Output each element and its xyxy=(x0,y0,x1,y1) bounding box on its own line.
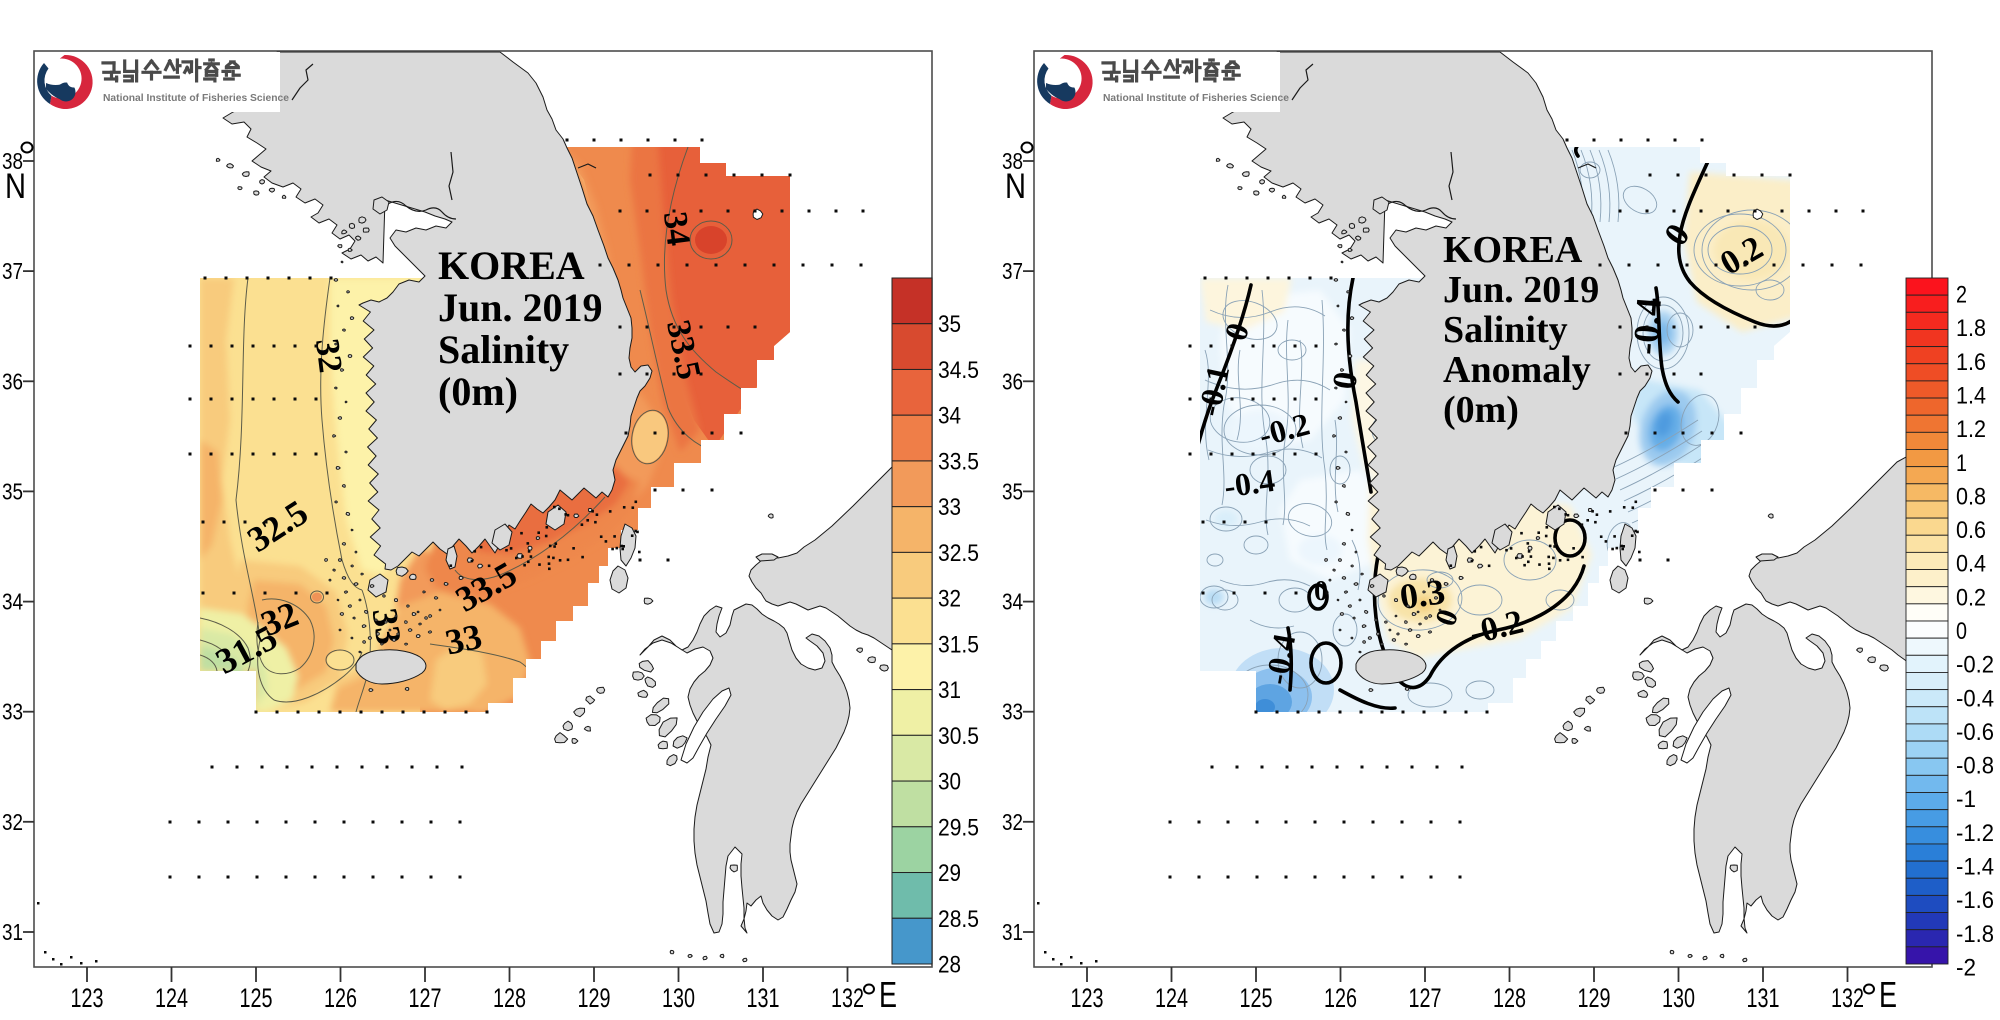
svg-text:30: 30 xyxy=(938,769,961,796)
svg-text:34: 34 xyxy=(656,210,697,248)
svg-text:-1: -1 xyxy=(1956,786,1976,813)
svg-text:131: 131 xyxy=(747,983,780,1013)
svg-text:131: 131 xyxy=(1747,983,1780,1013)
svg-text:(0m): (0m) xyxy=(1443,389,1519,431)
svg-text:38: 38 xyxy=(1002,148,1023,174)
svg-text:28: 28 xyxy=(938,952,961,979)
svg-text:128: 128 xyxy=(1493,983,1526,1013)
svg-text:130: 130 xyxy=(662,983,695,1013)
svg-text:1.6: 1.6 xyxy=(1956,349,1986,376)
svg-text:123: 123 xyxy=(71,983,104,1013)
svg-text:28.5: 28.5 xyxy=(938,906,979,933)
svg-text:130: 130 xyxy=(1662,983,1695,1013)
svg-text:0.8: 0.8 xyxy=(1956,483,1986,510)
svg-text:37: 37 xyxy=(1002,258,1023,284)
svg-text:132: 132 xyxy=(1831,983,1864,1013)
svg-text:National Institute of Fisherie: National Institute of Fisheries Science xyxy=(103,93,289,104)
svg-text:31: 31 xyxy=(938,677,961,704)
svg-text:38: 38 xyxy=(2,148,23,174)
svg-text:125: 125 xyxy=(240,983,273,1013)
svg-text:-1.8: -1.8 xyxy=(1956,921,1994,948)
svg-text:-0.2: -0.2 xyxy=(1956,652,1994,679)
svg-text:34: 34 xyxy=(1002,589,1023,615)
svg-text:30.5: 30.5 xyxy=(938,723,979,750)
svg-text:0.4: 0.4 xyxy=(1956,551,1986,578)
svg-text:32: 32 xyxy=(938,586,961,613)
svg-text:N: N xyxy=(5,167,26,206)
svg-text:-0.4: -0.4 xyxy=(1956,685,1994,712)
svg-text:37: 37 xyxy=(2,258,23,284)
svg-text:128: 128 xyxy=(493,983,526,1013)
svg-text:Jun. 2019: Jun. 2019 xyxy=(438,285,603,330)
svg-text:33: 33 xyxy=(365,606,410,647)
svg-text:124: 124 xyxy=(155,983,188,1013)
svg-text:31.5: 31.5 xyxy=(938,631,979,658)
svg-text:129: 129 xyxy=(578,983,611,1013)
svg-text:132: 132 xyxy=(831,983,864,1013)
svg-text:33: 33 xyxy=(938,494,961,521)
svg-text:-0.4: -0.4 xyxy=(1222,462,1277,505)
svg-text:0.6: 0.6 xyxy=(1956,517,1986,544)
svg-text:-2: -2 xyxy=(1956,955,1976,982)
svg-text:126: 126 xyxy=(1324,983,1357,1013)
svg-text:-1.6: -1.6 xyxy=(1956,887,1994,914)
svg-text:34.5: 34.5 xyxy=(938,357,979,384)
svg-text:1.4: 1.4 xyxy=(1956,382,1986,409)
svg-text:32.5: 32.5 xyxy=(938,540,979,567)
svg-text:National Institute of Fisherie: National Institute of Fisheries Science xyxy=(1103,93,1289,104)
svg-text:36: 36 xyxy=(1002,368,1023,394)
svg-text:36: 36 xyxy=(2,368,23,394)
svg-text:32: 32 xyxy=(1002,809,1023,835)
svg-text:33: 33 xyxy=(442,616,486,663)
svg-text:-0.6: -0.6 xyxy=(1956,719,1994,746)
svg-text:-0.4: -0.4 xyxy=(1258,631,1302,687)
svg-text:35: 35 xyxy=(1002,478,1023,504)
svg-text:31: 31 xyxy=(1002,919,1023,945)
svg-text:1.8: 1.8 xyxy=(1956,315,1986,342)
svg-text:127: 127 xyxy=(1409,983,1442,1013)
svg-text:125: 125 xyxy=(1240,983,1273,1013)
svg-text:0: 0 xyxy=(1956,618,1967,645)
svg-text:Anomaly: Anomaly xyxy=(1443,349,1591,391)
svg-text:Salinity: Salinity xyxy=(1443,309,1568,351)
svg-text:2: 2 xyxy=(1956,282,1967,309)
svg-text:31: 31 xyxy=(2,919,23,945)
svg-text:E: E xyxy=(879,974,897,1015)
svg-text:-0.8: -0.8 xyxy=(1956,753,1994,780)
svg-text:Jun. 2019: Jun. 2019 xyxy=(1443,269,1599,311)
svg-text:0: 0 xyxy=(1314,576,1328,607)
svg-text:-1.4: -1.4 xyxy=(1956,854,1994,881)
svg-text:0: 0 xyxy=(1326,370,1365,392)
svg-text:124: 124 xyxy=(1155,983,1188,1013)
svg-text:29.5: 29.5 xyxy=(938,814,979,841)
svg-text:123: 123 xyxy=(1071,983,1104,1013)
svg-text:0.2: 0.2 xyxy=(1956,584,1986,611)
svg-text:33: 33 xyxy=(1002,699,1023,725)
svg-text:E: E xyxy=(1879,974,1897,1015)
svg-text:KOREA: KOREA xyxy=(438,243,585,288)
svg-text:1: 1 xyxy=(1956,450,1967,477)
svg-text:1.2: 1.2 xyxy=(1956,416,1986,443)
svg-text:33.5: 33.5 xyxy=(938,448,979,475)
svg-text:126: 126 xyxy=(324,983,357,1013)
svg-text:29: 29 xyxy=(938,860,961,887)
svg-text:34: 34 xyxy=(938,403,961,430)
svg-text:35: 35 xyxy=(2,478,23,504)
svg-text:KOREA: KOREA xyxy=(1443,229,1583,271)
svg-text:129: 129 xyxy=(1578,983,1611,1013)
svg-text:127: 127 xyxy=(409,983,442,1013)
svg-text:34: 34 xyxy=(2,589,23,615)
svg-text:N: N xyxy=(1005,167,1026,206)
svg-text:35: 35 xyxy=(938,311,961,338)
svg-text:-1.2: -1.2 xyxy=(1956,820,1994,847)
svg-text:(0m): (0m) xyxy=(438,369,518,414)
svg-text:Salinity: Salinity xyxy=(438,327,569,372)
svg-text:32: 32 xyxy=(2,809,23,835)
svg-text:33: 33 xyxy=(2,699,23,725)
